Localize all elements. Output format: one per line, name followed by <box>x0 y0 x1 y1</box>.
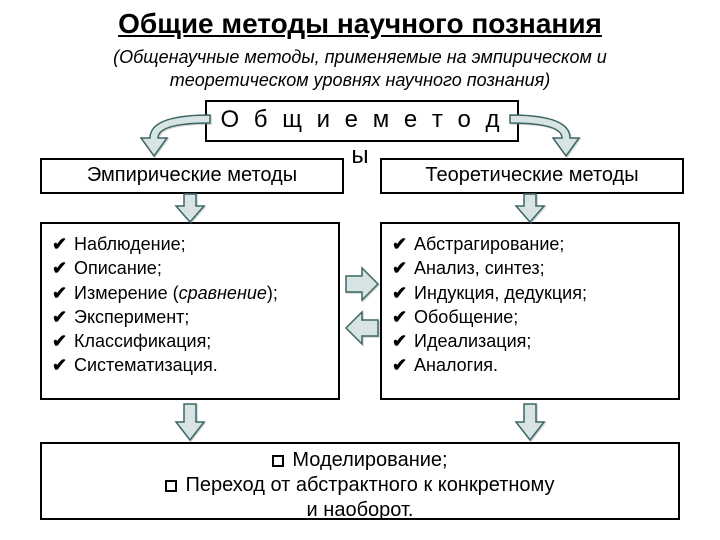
arrow-between-left-icon <box>346 312 378 344</box>
list-item: Идеализация; <box>392 329 672 353</box>
arrow-left-header-down-icon <box>176 194 204 222</box>
list-item: Описание; <box>52 256 332 280</box>
page-title: Общие методы научного познания <box>0 8 720 40</box>
node-empirical-list: Наблюдение; Описание; Измерение (сравнен… <box>40 222 340 400</box>
list-item: Обобщение; <box>392 305 672 329</box>
arrow-top-to-right-icon <box>510 115 579 156</box>
square-bullet-icon <box>165 480 177 492</box>
list-item: Абстрагирование; <box>392 232 672 256</box>
node-empirical-header: Эмпирические методы <box>40 158 344 194</box>
node-modeling: Моделирование; Переход от абстрактного к… <box>40 442 680 520</box>
bottom-line-3: и наоборот. <box>42 498 678 523</box>
list-item: Измерение (сравнение); <box>52 281 332 305</box>
node-general-methods: О б щ и е м е т о д ы <box>205 100 519 142</box>
list-item: Систематизация. <box>52 353 332 377</box>
diagram-root: Общие методы научного познания (Общенауч… <box>0 0 720 540</box>
node-theoretical-header: Теоретические методы <box>380 158 684 194</box>
arrow-right-header-down-icon <box>516 194 544 222</box>
arrow-left-list-down-icon <box>176 404 204 440</box>
arrow-right-list-down-icon <box>516 404 544 440</box>
list-item: Классификация; <box>52 329 332 353</box>
list-item: Наблюдение; <box>52 232 332 256</box>
square-bullet-icon <box>272 455 284 467</box>
bottom-text-2: Переход от абстрактного к конкретному <box>185 474 554 496</box>
arrow-top-to-left-icon <box>141 115 210 156</box>
bottom-text-1: Моделирование; <box>292 449 447 471</box>
bottom-line-1: Моделирование; <box>42 448 678 473</box>
list-item: Анализ, синтез; <box>392 256 672 280</box>
subtitle-line-2: теоретическом уровнях научного познания) <box>170 70 551 90</box>
list-item: Эксперимент; <box>52 305 332 329</box>
node-theoretical-list: Абстрагирование; Анализ, синтез; Индукци… <box>380 222 680 400</box>
list-item: Индукция, дедукция; <box>392 281 672 305</box>
subtitle-line-1: (Общенаучные методы, применяемые на эмпи… <box>113 47 607 67</box>
list-item-text: Измерение (сравнение); <box>74 283 278 303</box>
arrow-between-right-icon <box>346 268 378 300</box>
bottom-line-2: Переход от абстрактного к конкретному <box>42 473 678 498</box>
page-subtitle: (Общенаучные методы, применяемые на эмпи… <box>0 46 720 91</box>
list-item: Аналогия. <box>392 353 672 377</box>
